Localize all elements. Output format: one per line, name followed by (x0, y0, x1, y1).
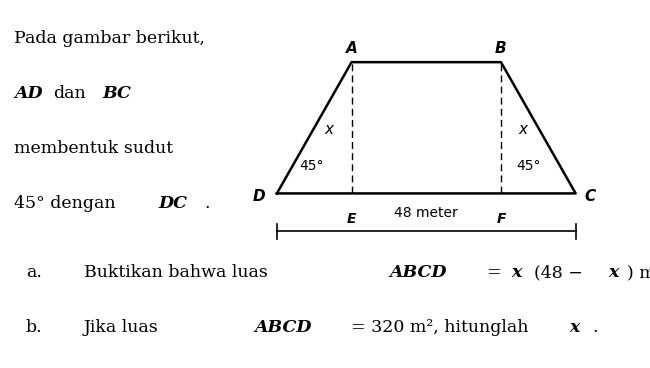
Text: E: E (347, 212, 356, 226)
Text: AD: AD (14, 85, 43, 102)
Text: C: C (584, 189, 596, 204)
Text: x: x (519, 122, 528, 137)
Text: x: x (324, 122, 333, 137)
Text: =: = (486, 264, 500, 282)
Text: a.: a. (26, 264, 42, 282)
Text: = 320 m², hitunglah: = 320 m², hitunglah (351, 319, 534, 336)
Text: B: B (495, 41, 507, 56)
Text: x: x (569, 319, 580, 336)
Text: ABCD: ABCD (254, 319, 312, 336)
Text: Jika luas: Jika luas (84, 319, 164, 336)
Text: 45° dengan: 45° dengan (14, 195, 116, 212)
Text: F: F (496, 212, 506, 226)
Text: .: . (592, 319, 597, 336)
Text: 45°: 45° (299, 159, 324, 173)
Text: .: . (204, 195, 209, 212)
Text: Buktikan bahwa luas: Buktikan bahwa luas (84, 264, 273, 282)
Text: x: x (608, 264, 619, 282)
Text: (48 −: (48 − (534, 264, 588, 282)
Text: 48 meter: 48 meter (395, 206, 458, 220)
Text: 45°: 45° (516, 159, 540, 173)
Text: Pada gambar berikut,: Pada gambar berikut, (14, 31, 205, 47)
Text: b.: b. (26, 319, 42, 336)
Text: BC: BC (103, 85, 131, 102)
Text: ABCD: ABCD (389, 264, 447, 282)
Text: dan: dan (53, 85, 86, 102)
Text: DC: DC (159, 195, 188, 212)
Text: membentuk sudut: membentuk sudut (14, 141, 174, 158)
Text: ) m²: ) m² (627, 264, 650, 282)
Text: A: A (346, 41, 358, 56)
Text: D: D (252, 189, 265, 204)
Text: x: x (512, 264, 522, 282)
